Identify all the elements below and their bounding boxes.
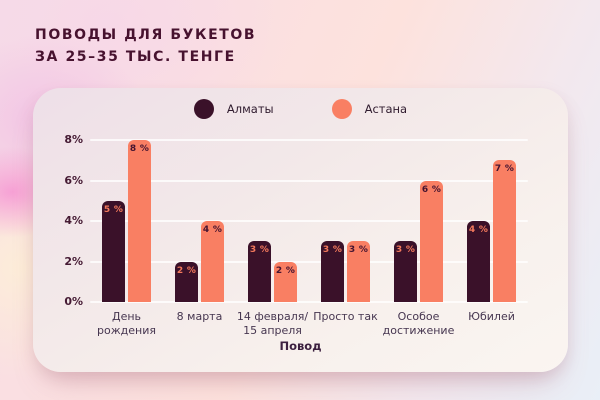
x-tick-label: Особое достижение: [382, 310, 455, 338]
x-axis-title: Повод: [279, 339, 322, 353]
legend-item-almaty: Алматы: [193, 99, 274, 119]
bar-astana-2: 4 %: [201, 221, 224, 302]
chart-card: Алматы Астана 0% 2% 4% 6% 8% 5 % 8 % День рожде…: [33, 88, 568, 372]
page-title-line1: ПОВОДЫ ДЛЯ БУКЕТОВ: [35, 27, 257, 43]
bar-almaty-6: 4 %: [467, 221, 490, 302]
x-tick-label: Просто так: [313, 310, 378, 323]
x-tick-label: 8 марта: [176, 310, 223, 323]
bar-almaty-3: 3 %: [248, 241, 271, 302]
bar-astana-5: 6 %: [420, 180, 443, 302]
bar-value-label: 2 %: [176, 265, 197, 276]
bar-value-label: 7 %: [494, 164, 515, 175]
bar-value-label: 3 %: [395, 245, 416, 256]
x-tick-label: Юбилей: [468, 310, 515, 323]
bar-astana-4: 3 %: [347, 241, 370, 302]
y-tick-label: 4%: [64, 214, 83, 227]
x-tick-label: День рождения: [97, 310, 156, 338]
bar-value-label: 3 %: [348, 245, 369, 256]
bar-astana-3: 2 %: [274, 261, 297, 302]
bar-value-label: 2 %: [275, 265, 296, 276]
bar-value-label: 6 %: [421, 184, 442, 195]
page-title-line2: ЗА 25–35 ТЫС. ТЕНГЕ: [35, 49, 236, 65]
y-tick-label: 8%: [64, 133, 83, 146]
bar-almaty-4: 3 %: [321, 241, 344, 302]
y-tick-label: 0%: [64, 295, 83, 308]
bar-value-label: 4 %: [468, 225, 489, 235]
bar-almaty-5: 3 %: [394, 241, 417, 302]
bar-value-label: 3 %: [322, 245, 343, 256]
y-tick-label: 2%: [64, 254, 83, 268]
y-tick-label: 6%: [64, 173, 83, 187]
bar-value-label: 3 %: [249, 245, 270, 256]
legend-item-astana: Астана: [331, 99, 408, 119]
bar-chart: 0% 2% 4% 6% 8% 5 % 8 % День рождения 2 % 4 % 8 мар…: [33, 88, 568, 372]
gridline: [90, 301, 528, 303]
bar-value-label: 8 %: [129, 144, 150, 154]
legend-label-astana: Астана: [364, 102, 408, 116]
legend-swatch-astana: [331, 99, 352, 119]
legend-swatch-almaty: [193, 99, 214, 119]
bar-astana-1: 8 %: [128, 140, 151, 302]
bar-value-label: 4 %: [202, 225, 223, 235]
bar-almaty-1: 5 %: [102, 200, 125, 302]
gridline: [90, 220, 528, 222]
bar-value-label: 5 %: [103, 204, 124, 215]
gridline: [90, 179, 528, 182]
legend-label-almaty: Алматы: [226, 102, 274, 116]
legend: Алматы Астана: [33, 99, 568, 119]
gridline: [90, 139, 528, 141]
x-tick-label: 14 февраля/ 15 апреля: [236, 310, 309, 338]
bar-astana-6: 7 %: [493, 160, 516, 302]
gridline: [90, 260, 528, 263]
page-title: ПОВОДЫ ДЛЯ БУКЕТОВ ЗА 25–35 ТЫС. ТЕНГЕ: [35, 24, 256, 68]
bar-almaty-2: 2 %: [175, 261, 198, 302]
